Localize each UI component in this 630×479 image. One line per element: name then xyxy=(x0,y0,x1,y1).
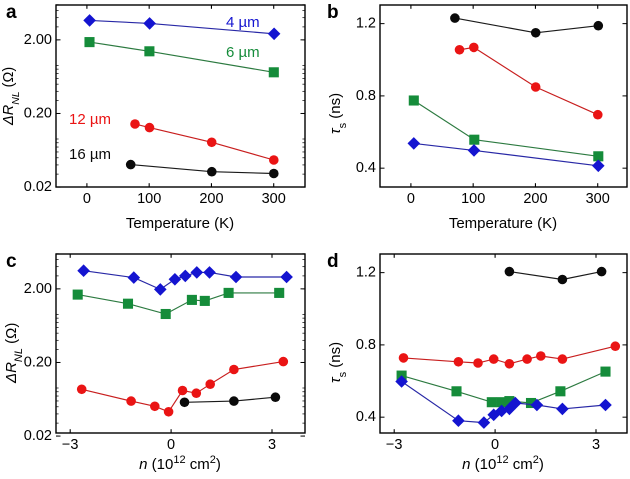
svg-text:1.2: 1.2 xyxy=(356,265,376,281)
svg-text:200: 200 xyxy=(199,191,223,207)
svg-text:d: d xyxy=(327,251,339,272)
svg-text:Temperature (K): Temperature (K) xyxy=(126,215,234,232)
svg-text:0: 0 xyxy=(491,437,499,453)
svg-text:c: c xyxy=(6,251,17,272)
svg-text:3: 3 xyxy=(592,437,600,453)
svg-text:ΔRNL (Ω): ΔRNL (Ω) xyxy=(3,323,25,384)
svg-text:300: 300 xyxy=(586,191,610,207)
svg-text:Temperature (K): Temperature (K) xyxy=(449,215,557,232)
svg-text:0.4: 0.4 xyxy=(356,160,376,176)
svg-text:0.02: 0.02 xyxy=(24,179,52,195)
svg-text:100: 100 xyxy=(461,191,485,207)
svg-text:200: 200 xyxy=(523,191,547,207)
svg-text:0: 0 xyxy=(407,191,415,207)
svg-text:300: 300 xyxy=(262,191,286,207)
svg-text:0.4: 0.4 xyxy=(356,409,376,425)
svg-text:100: 100 xyxy=(137,191,161,207)
svg-text:−3: −3 xyxy=(62,437,79,453)
svg-text:3: 3 xyxy=(268,437,276,453)
svg-text:0: 0 xyxy=(83,191,91,207)
svg-text:12 µm: 12 µm xyxy=(69,111,111,128)
svg-text:0.8: 0.8 xyxy=(356,337,376,353)
svg-text:2.00: 2.00 xyxy=(24,32,52,48)
svg-text:0: 0 xyxy=(167,437,175,453)
svg-text:6 µm: 6 µm xyxy=(226,44,260,61)
svg-text:τs (ns): τs (ns) xyxy=(327,93,349,134)
svg-text:0.20: 0.20 xyxy=(24,105,52,121)
svg-text:1.2: 1.2 xyxy=(356,16,376,32)
svg-text:τs (ns): τs (ns) xyxy=(327,342,349,383)
svg-text:n (1012 cm2): n (1012 cm2) xyxy=(139,454,221,473)
svg-text:0.20: 0.20 xyxy=(24,354,52,370)
svg-text:16 µm: 16 µm xyxy=(69,146,111,163)
svg-text:−3: −3 xyxy=(386,437,403,453)
svg-text:ΔRNL (Ω): ΔRNL (Ω) xyxy=(1,67,22,126)
svg-text:a: a xyxy=(6,2,17,23)
svg-text:2.00: 2.00 xyxy=(24,281,52,297)
svg-text:n (1012 cm2): n (1012 cm2) xyxy=(462,454,544,473)
svg-text:0.02: 0.02 xyxy=(24,428,52,444)
svg-text:0.8: 0.8 xyxy=(356,88,376,104)
svg-text:b: b xyxy=(327,2,339,23)
svg-text:4 µm: 4 µm xyxy=(226,14,260,31)
